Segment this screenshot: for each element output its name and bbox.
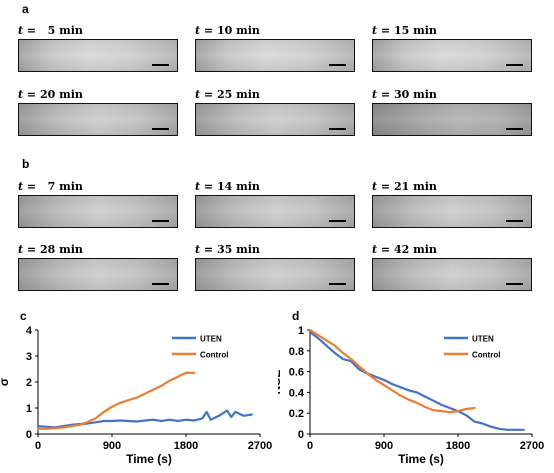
y-tick-label: 3	[26, 351, 32, 363]
panel-b-time-label: t = 14 min	[195, 180, 260, 193]
panel-a-micrograph	[195, 39, 355, 72]
y-tick-label: 1	[26, 403, 32, 415]
scale-bar	[329, 283, 346, 285]
scale-bar	[152, 220, 169, 222]
y-tick-label: 0	[298, 429, 304, 441]
legend-label: Control	[472, 351, 500, 360]
panel-b-micrograph	[372, 258, 532, 291]
panel-a-time-label: t = 30 min	[372, 88, 437, 101]
scale-bar	[329, 220, 346, 222]
panel-a-time-label: t = 25 min	[195, 88, 260, 101]
panel-b-micrograph	[18, 195, 178, 228]
scale-bar	[152, 64, 169, 66]
panel-letter: c	[20, 309, 27, 323]
x-tick-label: 1800	[174, 440, 198, 452]
y-axis-label: σ	[0, 378, 11, 386]
panel-b-time-label: t = 42 min	[372, 243, 437, 256]
panel-a-letter: a	[22, 2, 29, 16]
scale-bar	[506, 128, 523, 130]
x-axis-label: Time (s)	[398, 452, 444, 466]
y-tick-label: 0.4	[289, 387, 305, 399]
panel-b-micrograph	[18, 258, 178, 291]
x-axis-label: Time (s)	[126, 452, 172, 466]
panel-a-time-label: t = 20 min	[18, 88, 83, 101]
panel-a-micrograph	[372, 103, 532, 136]
panel-b-time-label: t = 35 min	[195, 243, 260, 256]
x-tick-label: 900	[103, 440, 121, 452]
series-line-uten	[36, 409, 253, 429]
panel-a-micrograph	[18, 103, 178, 136]
scale-bar	[506, 64, 523, 66]
legend-label: Control	[200, 351, 228, 360]
panel-a-micrograph	[195, 103, 355, 136]
panel-b-time-label: t = 28 min	[18, 243, 83, 256]
legend-label: UTEN	[200, 335, 222, 344]
x-tick-label: 2700	[248, 440, 272, 452]
y-axis-label: NSE	[278, 370, 283, 395]
y-tick-label: 0	[26, 429, 32, 441]
series-line-control	[36, 371, 196, 430]
panel-a-time-label: t = 10 min	[195, 24, 260, 37]
x-tick-label: 0	[35, 440, 41, 452]
x-tick-label: 0	[307, 440, 313, 452]
x-tick-label: 1800	[446, 440, 470, 452]
panel-b-micrograph	[195, 258, 355, 291]
panel-a-time-label: t = 15 min	[372, 24, 437, 37]
y-tick-label: 4	[26, 325, 33, 337]
series-line-control	[308, 328, 476, 414]
panel-b-micrograph	[195, 195, 355, 228]
panel-a-micrograph	[18, 39, 178, 72]
panel-a-time-label: t = 5 min	[18, 24, 83, 37]
y-tick-label: 0.8	[289, 346, 304, 358]
chart-c: c 0 1 2 3 4 0 900 1800 2700 Time (s) σ UTEN Control	[0, 309, 272, 466]
y-tick-label: 1	[298, 325, 304, 337]
scale-bar	[152, 283, 169, 285]
x-tick-label: 900	[375, 440, 393, 452]
scale-bar	[152, 128, 169, 130]
panel-b-time-label: t = 7 min	[18, 180, 83, 193]
scale-bar	[506, 220, 523, 222]
panel-b-time-label: t = 21 min	[372, 180, 437, 193]
panel-b-letter: b	[22, 157, 30, 171]
scale-bar	[329, 64, 346, 66]
panel-b-micrograph	[372, 195, 532, 228]
series-line-uten	[308, 331, 525, 431]
x-tick-label: 2700	[520, 440, 544, 452]
scale-bar	[329, 128, 346, 130]
scale-bar	[506, 283, 523, 285]
y-tick-label: 2	[26, 377, 32, 389]
y-tick-label: 0.2	[289, 408, 304, 420]
panel-a-micrograph	[372, 39, 532, 72]
panel-letter: d	[292, 309, 299, 323]
chart-d: d 0 0.2 0.4 0.6 0.8 1 0 900 1800 2700 Time (s) NSE UT…	[278, 309, 544, 466]
y-tick-label: 0.6	[289, 367, 304, 379]
legend-label: UTEN	[472, 335, 494, 344]
